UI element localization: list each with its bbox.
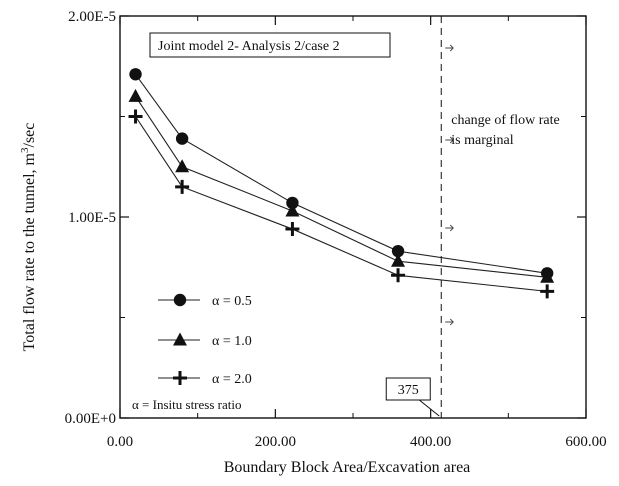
x-axis-label: Boundary Block Area/Excavation area [224,459,471,476]
data-point [175,132,189,145]
data-point [391,244,405,258]
x-tick-label: 0.00 [107,434,133,450]
reference-pointer [418,399,440,417]
legend-item: α = 2.0 [158,371,252,387]
legend-item: α = 1.0 [158,332,252,349]
reference-label: 375 [398,383,419,398]
y-axis-label: Total flow rate to the tunnel, m3/sec [19,123,38,352]
legend-label: α = 2.0 [212,372,252,387]
annotation-line-2: is marginal [451,133,513,148]
arrow-icon [445,44,454,52]
data-point [129,68,142,81]
data-point [540,269,555,283]
arrow-icon [445,224,454,232]
annotation-line-1: change of flow rate [451,113,559,128]
data-point [128,109,143,124]
data-point [391,268,406,283]
legend-marker [173,293,187,307]
data-point [391,253,406,267]
series-plus [128,109,555,299]
legend-item: α = 0.5 [158,293,252,309]
data-point [128,88,143,102]
data-point [285,222,300,237]
y-tick-label: 2.00E-5 [68,9,116,25]
chart-title: Joint model 2- Analysis 2/case 2 [158,39,340,54]
y-tick-label: 0.00E+0 [65,411,116,427]
data-point [540,284,555,299]
data-point [285,203,300,217]
x-tick-label: 200.00 [255,434,296,450]
legend-label: α = 1.0 [212,334,252,349]
series-triangle [128,88,555,283]
legend-note: α = Insitu stress ratio [132,397,241,412]
reference-label-box [385,377,431,401]
x-tick-label: 400.00 [410,434,451,450]
data-point [175,159,190,173]
series-circle [129,68,554,280]
x-tick-label: 600.00 [565,434,606,450]
data-point [175,179,190,194]
y-tick-label: 1.00E-5 [68,210,116,226]
legend-marker [173,332,187,346]
legend-marker [173,371,187,385]
title-box [149,32,391,58]
arrow-icon [445,318,454,326]
series-line [135,73,548,274]
data-point [286,196,299,210]
plot-frame [119,15,587,419]
arrow-icon [445,136,454,144]
legend-label: α = 0.5 [212,294,252,309]
